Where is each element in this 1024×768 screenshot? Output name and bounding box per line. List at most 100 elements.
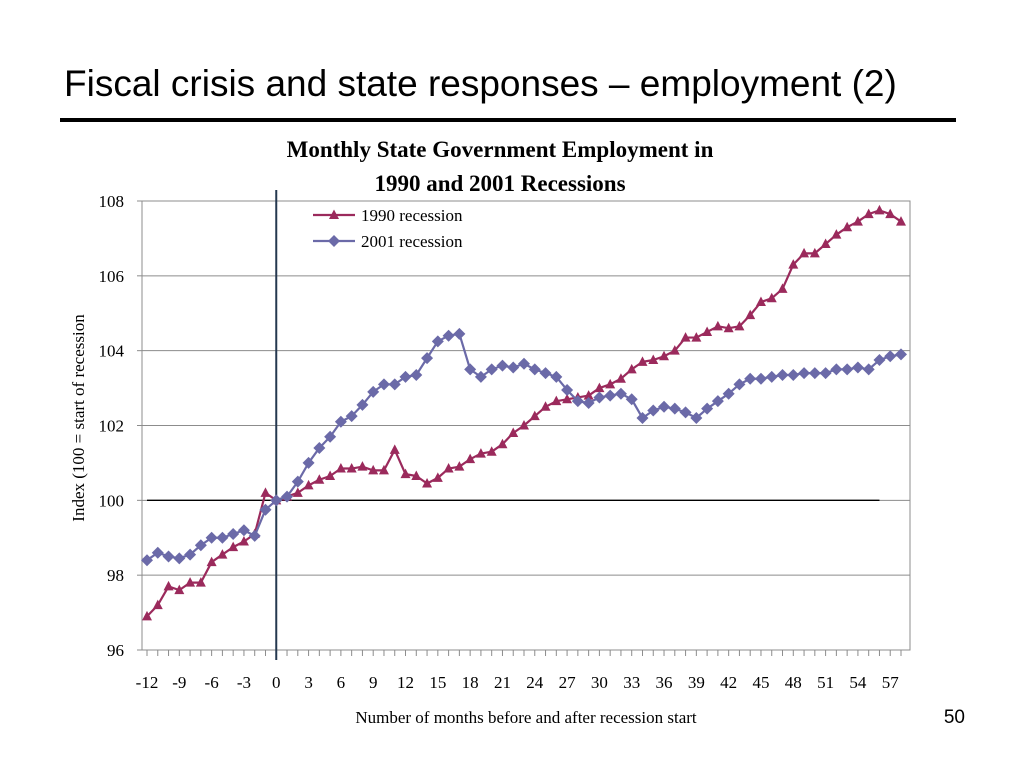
diamond-marker xyxy=(539,367,552,380)
diamond-marker xyxy=(787,368,800,381)
triangle-marker xyxy=(195,577,206,587)
diamond-marker xyxy=(550,370,563,383)
diamond-marker xyxy=(701,402,714,415)
x-tick-label: 21 xyxy=(494,673,511,692)
triangle-marker xyxy=(734,320,745,331)
diamond-marker xyxy=(496,359,509,372)
triangle-marker xyxy=(238,535,249,546)
diamond-marker xyxy=(431,335,444,348)
triangle-marker xyxy=(669,345,680,355)
diamond-marker xyxy=(733,378,746,391)
diamond-marker xyxy=(873,354,886,367)
diamond-marker xyxy=(604,389,617,402)
triangle-marker xyxy=(648,354,659,365)
diamond-marker xyxy=(895,348,907,361)
diamond-marker xyxy=(356,398,369,411)
diamond-marker xyxy=(313,441,326,454)
diamond-marker xyxy=(442,329,455,342)
triangle-marker xyxy=(766,292,777,303)
triangle-marker xyxy=(163,580,174,591)
diamond-marker xyxy=(647,404,660,417)
triangle-marker xyxy=(831,229,842,239)
triangle-marker xyxy=(508,427,519,437)
x-tick-label: 39 xyxy=(688,673,705,692)
x-tick-label: 57 xyxy=(882,673,900,692)
diamond-marker xyxy=(765,370,778,383)
triangle-marker xyxy=(799,247,810,258)
triangle-marker xyxy=(896,216,906,226)
triangle-marker xyxy=(626,363,637,374)
x-tick-label: 51 xyxy=(817,673,834,692)
triangle-marker xyxy=(605,378,616,389)
legend-item-1: 1990 recession xyxy=(313,206,463,225)
y-tick-label: 98 xyxy=(107,566,124,585)
diamond-marker xyxy=(808,367,821,380)
diamond-marker xyxy=(862,363,875,376)
series-1 xyxy=(142,204,906,621)
diamond-marker xyxy=(851,361,864,374)
x-tick-label: 42 xyxy=(720,673,737,692)
diamond-marker xyxy=(302,456,315,469)
triangle-marker xyxy=(615,373,626,383)
x-tick-label: 6 xyxy=(337,673,346,692)
diamond-marker xyxy=(679,406,692,419)
x-tick-label: -12 xyxy=(136,673,159,692)
triangle-marker xyxy=(357,461,368,471)
triangle-marker xyxy=(422,477,433,488)
diamond-marker xyxy=(507,361,520,374)
diamond-marker xyxy=(151,546,164,559)
series-2 xyxy=(141,327,907,567)
x-tick-label: 15 xyxy=(429,673,446,692)
diamond-marker xyxy=(474,370,487,383)
diamond-marker xyxy=(884,350,897,363)
diamond-marker xyxy=(841,363,854,376)
triangle-marker xyxy=(346,463,357,473)
diamond-marker xyxy=(334,415,347,428)
diamond-marker xyxy=(367,385,380,398)
triangle-marker xyxy=(755,296,766,307)
triangle-marker xyxy=(152,599,163,610)
legend-item-2: 2001 recession xyxy=(313,232,463,251)
triangle-marker xyxy=(454,461,465,471)
triangle-marker xyxy=(185,577,196,587)
diamond-marker xyxy=(485,363,498,376)
diamond-marker xyxy=(453,327,466,340)
x-tick-label: -9 xyxy=(172,673,186,692)
diamond-marker xyxy=(248,529,261,542)
diamond-marker xyxy=(830,363,843,376)
triangle-marker xyxy=(583,390,594,400)
diamond-marker xyxy=(377,378,390,391)
chart-title: Monthly State Government Employment in 1… xyxy=(200,133,800,201)
y-tick-label: 106 xyxy=(99,267,125,286)
diamond-marker xyxy=(421,352,434,365)
y-tick-label: 104 xyxy=(99,342,125,361)
triangle-marker xyxy=(335,463,346,473)
diamond-marker xyxy=(259,503,272,516)
legend-triangle-marker xyxy=(329,209,339,219)
triangle-marker xyxy=(562,393,573,404)
triangle-marker xyxy=(659,350,670,361)
diamond-marker xyxy=(173,552,186,565)
triangle-marker xyxy=(680,332,691,342)
triangle-marker xyxy=(443,463,454,473)
triangle-marker xyxy=(400,468,411,479)
triangle-marker xyxy=(475,448,486,458)
diamond-marker xyxy=(237,524,250,537)
diamond-marker xyxy=(388,378,401,391)
x-tick-label: 54 xyxy=(849,673,867,692)
triangle-marker xyxy=(432,472,443,482)
y-axis-label: Index (100 = start of recession xyxy=(69,314,88,522)
triangle-marker xyxy=(702,326,713,336)
series-layer xyxy=(141,204,907,621)
x-tick-label: 12 xyxy=(397,673,414,692)
x-tick-label: 24 xyxy=(526,673,544,692)
chart-title-line-2: 1990 and 2001 Recessions xyxy=(374,171,626,196)
diamond-marker xyxy=(184,548,197,561)
legend-label: 1990 recession xyxy=(361,206,463,225)
diamond-marker xyxy=(216,531,229,544)
x-tick-label: 30 xyxy=(591,673,608,692)
diamond-marker xyxy=(744,372,757,385)
triangle-marker xyxy=(529,410,540,421)
